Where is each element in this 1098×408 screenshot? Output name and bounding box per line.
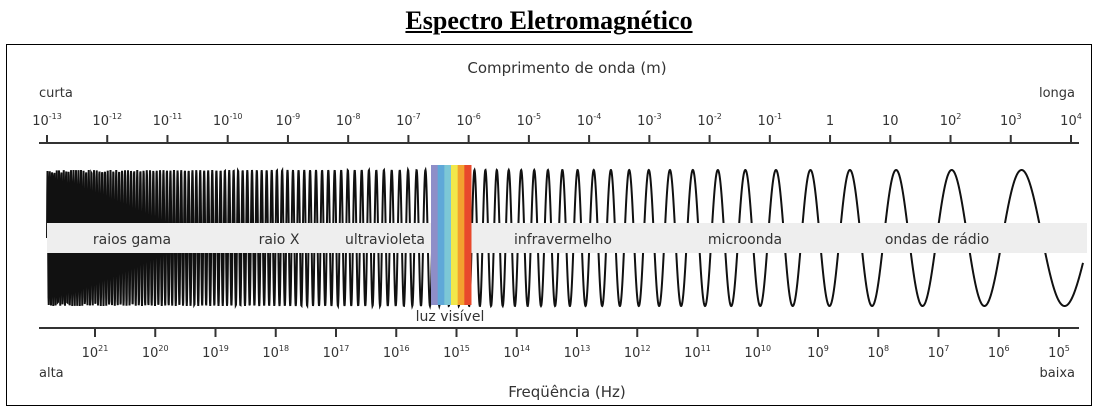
frequency-ticks: 1021 1020 1019 1018 1017 1016 1015 1014 1013 1012…	[82, 328, 1070, 361]
wavelength-tick-label: 10-9	[276, 112, 301, 129]
frequency-tick-label: 1013	[564, 344, 591, 361]
spectrum-figure: raios gama raio X ultravioleta infravermelh…	[6, 44, 1092, 406]
wavelength-tick-label: 102	[940, 112, 962, 129]
wavelength-tick-label: 10-4	[577, 112, 602, 129]
band-label: ultravioleta	[345, 232, 425, 248]
wavelength-tick-label: 1	[826, 114, 834, 129]
page-title: Espectro Eletromagnético	[405, 6, 693, 35]
band-label: raio X	[259, 232, 300, 248]
frequency-tick-label: 1018	[262, 344, 289, 361]
wavelength-tick-label: 10-1	[758, 112, 783, 129]
frequency-axis-label: Freqüência (Hz)	[508, 383, 626, 401]
wavelength-end-left: curta	[39, 86, 73, 101]
frequency-end-left: alta	[39, 366, 64, 381]
visible-color-band	[444, 165, 452, 305]
frequency-tick-label: 1021	[82, 344, 109, 361]
frequency-end-right: baixa	[1040, 366, 1076, 381]
frequency-tick-label: 109	[807, 344, 829, 361]
band-strip	[47, 223, 1087, 253]
wavelength-tick-label: 10-13	[32, 112, 62, 129]
visible-color-band	[437, 165, 445, 305]
wavelength-tick-label: 10-5	[517, 112, 542, 129]
visible-light-label: luz visível	[416, 309, 485, 325]
wavelength-tick-label: 10-7	[396, 112, 421, 129]
frequency-tick-label: 1020	[142, 344, 169, 361]
visible-color-band	[464, 165, 472, 305]
frequency-tick-label: 1012	[624, 344, 651, 361]
frequency-tick-label: 106	[988, 344, 1010, 361]
wavelength-tick-label: 10-11	[153, 112, 183, 129]
band-label: microonda	[708, 232, 782, 248]
visible-color-band	[431, 165, 439, 305]
frequency-tick-label: 105	[1048, 344, 1070, 361]
visible-color-band	[457, 165, 465, 305]
wavelength-tick-label: 10-12	[92, 112, 122, 129]
frequency-tick-label: 108	[867, 344, 889, 361]
frequency-tick-label: 1015	[443, 344, 470, 361]
wavelength-tick-label: 10-10	[213, 112, 243, 129]
frequency-tick-label: 1014	[503, 344, 530, 361]
wavelength-ticks: 10-13 10-12 10-11 10-10 10-9 10-8 10-7 10-6 10-5…	[32, 112, 1082, 143]
visible-color-band	[451, 165, 459, 305]
frequency-tick-label: 1011	[684, 344, 711, 361]
wavelength-axis-label: Comprimento de onda (m)	[467, 59, 666, 77]
wavelength-tick-label: 103	[1000, 112, 1022, 129]
wavelength-tick-label: 10-6	[456, 112, 481, 129]
wavelength-tick-label: 10-8	[336, 112, 361, 129]
wavelength-end-right: longa	[1039, 86, 1075, 101]
frequency-tick-label: 1017	[323, 344, 350, 361]
band-label: ondas de rádio	[885, 232, 989, 248]
band-label: infravermelho	[514, 232, 612, 248]
band-label: raios gama	[93, 232, 171, 248]
band-labels: raios gama raio X ultravioleta infravermelh…	[93, 232, 989, 248]
frequency-tick-label: 1016	[383, 344, 410, 361]
wavelength-tick-label: 10-2	[697, 112, 722, 129]
wavelength-tick-label: 10	[882, 114, 899, 129]
frequency-tick-label: 1010	[744, 344, 771, 361]
frequency-tick-label: 107	[928, 344, 950, 361]
frequency-tick-label: 1019	[202, 344, 229, 361]
visible-light-strip	[431, 165, 472, 305]
wavelength-tick-label: 104	[1060, 112, 1082, 129]
wavelength-tick-label: 10-3	[637, 112, 662, 129]
spectrum-diagram: raios gama raio X ultravioleta infravermelh…	[32, 59, 1087, 401]
